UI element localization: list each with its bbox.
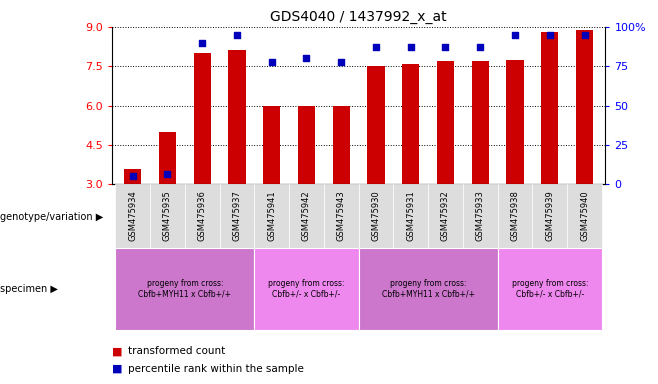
Text: GSM475932: GSM475932 [441,190,450,242]
Bar [115,248,255,330]
Bar [159,132,176,184]
Bar [115,188,359,246]
Point [301,55,312,61]
Bar [359,248,497,330]
Bar [332,106,350,184]
Bar [228,50,245,184]
Text: Cbfb-/-: Cbfb-/- [531,212,569,222]
Text: genotype/variation ▶: genotype/variation ▶ [0,212,103,222]
Bar [463,184,497,248]
Point [579,32,590,38]
Text: GSM475942: GSM475942 [302,191,311,241]
Text: GSM475941: GSM475941 [267,191,276,241]
Text: Cbfb+/+: Cbfb+/+ [213,212,261,222]
Point [544,32,555,38]
Text: Cbfb+/MYH11: Cbfb+/MYH11 [390,212,467,222]
Text: GSM475940: GSM475940 [580,191,589,241]
Point [510,32,520,38]
Text: GSM475935: GSM475935 [163,190,172,242]
Bar [185,184,220,248]
Bar [532,184,567,248]
Text: progeny from cross:
Cbfb+/- x Cbfb+/-: progeny from cross: Cbfb+/- x Cbfb+/- [511,279,588,299]
Bar [359,184,393,248]
Bar [428,184,463,248]
Bar [220,184,255,248]
Bar [402,64,419,184]
Point [197,40,207,46]
Text: ■: ■ [112,364,122,374]
Text: GSM475931: GSM475931 [406,190,415,242]
Point [336,58,347,65]
Text: ■: ■ [112,346,122,356]
Bar [497,184,532,248]
Text: GSM475943: GSM475943 [337,190,345,242]
Point [128,174,138,180]
Point [232,32,242,38]
Bar [567,184,602,248]
Point [370,44,381,50]
Bar [576,30,594,184]
Bar [150,184,185,248]
Text: GSM475938: GSM475938 [511,190,520,242]
Title: GDS4040 / 1437992_x_at: GDS4040 / 1437992_x_at [270,10,447,25]
Text: GSM475939: GSM475939 [545,190,554,242]
Bar [115,184,150,248]
Bar [541,32,559,184]
Bar [472,61,489,184]
Bar [255,248,359,330]
Point [405,44,416,50]
Bar [497,248,602,330]
Bar [255,184,289,248]
Bar [124,169,141,184]
Text: GSM475937: GSM475937 [232,190,241,242]
Text: progeny from cross:
Cbfb+MYH11 x Cbfb+/+: progeny from cross: Cbfb+MYH11 x Cbfb+/+ [138,279,232,299]
Bar [298,106,315,184]
Point [475,44,486,50]
Point [266,58,277,65]
Text: specimen ▶: specimen ▶ [0,284,58,294]
Bar [497,188,602,246]
Text: GSM475930: GSM475930 [372,190,380,242]
Text: progeny from cross:
Cbfb+MYH11 x Cbfb+/+: progeny from cross: Cbfb+MYH11 x Cbfb+/+ [382,279,474,299]
Point [163,171,173,177]
Bar [193,53,211,184]
Bar [506,60,524,184]
Bar [359,188,497,246]
Bar [393,184,428,248]
Text: progeny from cross:
Cbfb+/- x Cbfb+/-: progeny from cross: Cbfb+/- x Cbfb+/- [268,279,345,299]
Point [440,44,451,50]
Bar [289,184,324,248]
Bar [367,66,385,184]
Text: GSM475936: GSM475936 [197,190,207,242]
Bar [263,106,280,184]
Text: GSM475933: GSM475933 [476,190,485,242]
Text: percentile rank within the sample: percentile rank within the sample [128,364,304,374]
Bar [324,184,359,248]
Text: GSM475934: GSM475934 [128,190,138,242]
Bar [437,61,454,184]
Text: transformed count: transformed count [128,346,226,356]
